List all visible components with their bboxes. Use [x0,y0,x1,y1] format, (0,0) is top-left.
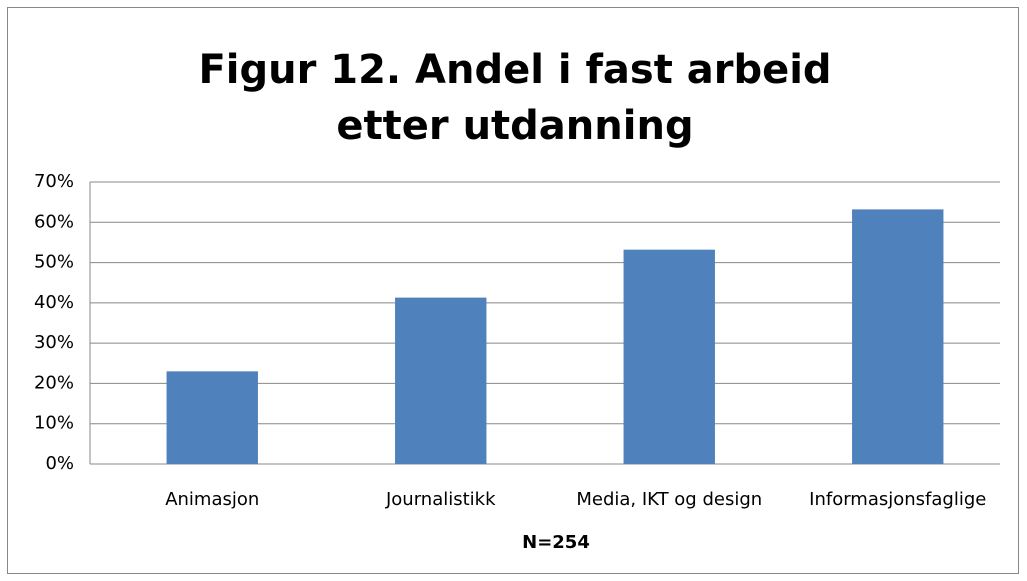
bar [623,249,715,464]
y-tick-label: 10% [34,413,74,434]
y-tick-label: 40% [34,292,74,313]
y-tick-label: 20% [34,372,74,393]
y-tick-label: 70% [34,171,74,192]
bar [852,209,944,464]
y-tick-label: 0% [45,453,74,474]
x-tick-label: Media, IKT og design [576,489,762,510]
chart-border [7,7,1019,574]
chart-title: Figur 12. Andel i fast arbeid etter utda… [198,47,832,149]
y-tick-label: 50% [34,252,74,273]
bar [166,371,258,464]
x-tick-label: Informasjonsfaglige [809,489,986,510]
x-tick-label: Journalistikk [385,489,496,510]
y-tick-label: 60% [34,211,74,232]
x-tick-label: Animasjon [165,489,259,510]
x-axis-label: N=254 [522,532,590,553]
y-tick-label: 30% [34,332,74,353]
bar [395,297,487,464]
